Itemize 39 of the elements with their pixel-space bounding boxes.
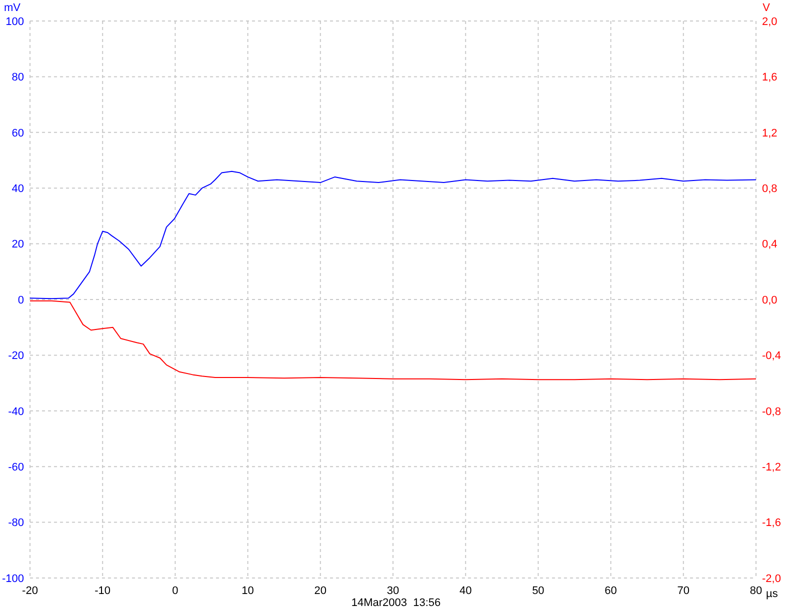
x-tick-label: 0 [172,584,178,597]
y-tick-label: 20 [12,238,24,251]
y2-tick-label: -1,6 [762,517,781,530]
y2-tick-label: 2,0 [762,16,778,28]
x-axis-title: µs [766,588,778,600]
y-tick-label: 0 [18,294,24,306]
y-axis-title: mV [4,2,20,14]
x-tick-label: 60 [604,584,617,597]
y-tick-label: -100 [2,572,24,585]
y-tick-label: 60 [12,127,24,140]
x-tick-label: 10 [242,584,254,597]
y-tick-label: -80 [8,517,24,530]
y-tick-label: -20 [8,350,24,362]
line-series [30,300,756,380]
x-tick-label: 20 [314,584,327,597]
y2-axis-title: V [762,2,770,14]
y2-tick-label: -0,8 [762,406,781,418]
x-tick-label: -20 [22,584,38,597]
y2-tick-label: 0,4 [762,238,778,251]
x-tick-label: 70 [677,584,690,597]
y-tick-label: 100 [6,16,24,28]
y2-tick-label: -0,4 [762,350,781,362]
y-tick-label: 80 [12,72,24,84]
y-tick-label: -60 [8,462,24,474]
y2-tick-label: -1,2 [762,462,781,474]
y2-tick-label: -2,0 [762,572,781,585]
y2-tick-label: 1,6 [762,72,778,84]
y2-tick-label: 1,2 [762,127,778,140]
text: 14Mar2003 13:56 [351,597,441,609]
line-series [30,170,756,300]
x-tick-label: 50 [532,584,544,597]
y-tick-label: 40 [12,183,24,196]
y-tick-label: -40 [8,406,24,418]
y2-tick-label: 0,8 [762,183,778,196]
x-tick-label: 80 [750,584,762,597]
x-tick-label: 40 [459,584,472,597]
y2-tick-label: 0,0 [762,294,778,306]
x-tick-label: -10 [94,584,111,597]
x-tick-label: 30 [386,584,400,597]
